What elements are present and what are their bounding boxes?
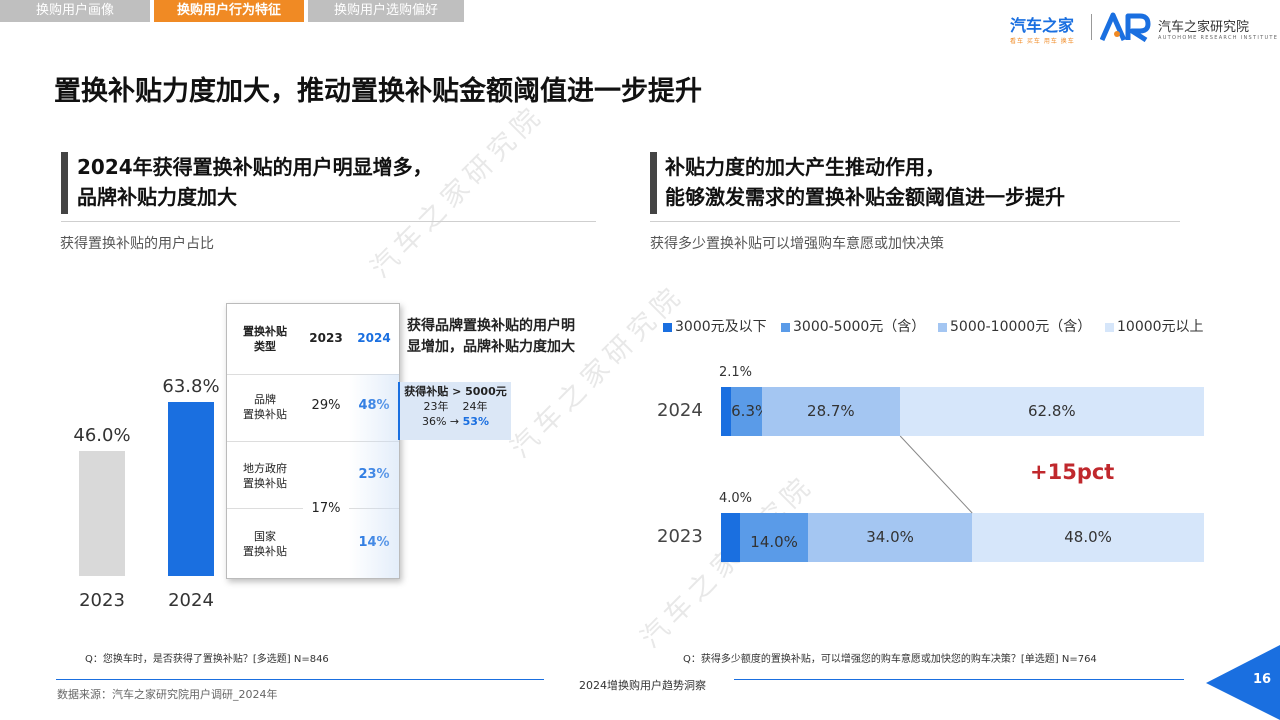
table-header-row: 置换补贴 类型 2023 2024: [227, 304, 399, 375]
insight-line2: 显增加，品牌补贴力度加大: [407, 339, 575, 355]
data-label: 62.8%: [1028, 402, 1076, 420]
table-cell-type: 地方政府 置换补贴: [243, 462, 287, 490]
autohome-logo-text: 汽车之家: [1010, 16, 1075, 35]
bar-segment: [721, 513, 741, 562]
left-question: Q：您换车时，是否获得了置换补贴？[多选题] N=846: [85, 654, 329, 665]
tab-user-preference[interactable]: 换购用户选购偏好: [308, 0, 464, 22]
right-section-title-line2: 能够激发需求的置换补贴金额阈值进一步提升: [665, 185, 1065, 209]
tab-user-behavior[interactable]: 换购用户行为特征: [154, 0, 304, 22]
bar-segment: [972, 513, 1204, 562]
table-header-2023: 2023: [309, 331, 343, 345]
right-question: Q：获得多少额度的置换补贴，可以增强您的购车意愿或加快您的购车决策？[单选题] …: [683, 654, 1097, 665]
footer-center-title: 2024增换购用户趋势洞察: [579, 679, 706, 692]
legend-item: 5000-10000元（含）: [938, 316, 1091, 336]
left-section-marker: [61, 152, 68, 214]
delta-label: +15pct: [1030, 460, 1115, 484]
data-label: 4.0%: [719, 491, 753, 506]
tab-user-profile[interactable]: 换购用户画像: [0, 0, 150, 22]
data-label: 6.3%: [731, 402, 770, 420]
right-section-title: 补贴力度的加大产生推动作用， 能够激发需求的置换补贴金额阈值进一步提升: [665, 152, 1065, 212]
left-section-title-line2: 品牌补贴力度加大: [77, 185, 237, 209]
legend-item: 10000元以上: [1105, 316, 1204, 336]
left-section-title-line1: 2024年获得置换补贴的用户明显增多，: [77, 155, 433, 179]
autohome-logo-sub: 看车 买车 用车 换车: [1010, 38, 1075, 45]
ar-logo-text-block: 汽车之家研究院 AUTOHOME RESEARCH INSTITUTE: [1158, 16, 1278, 41]
bar-2023: [79, 450, 125, 576]
logo-divider: [1091, 14, 1092, 40]
callout-to: 53%: [462, 415, 489, 428]
data-source: 数据来源：汽车之家研究院用户调研_2024年: [57, 688, 278, 701]
page-number: 16: [1253, 672, 1272, 687]
table-cell-type: 国家 置换补贴: [243, 530, 287, 558]
left-section-title: 2024年获得置换补贴的用户明显增多， 品牌补贴力度加大: [77, 152, 433, 212]
y-tick-label: 2023: [657, 526, 703, 547]
legend-swatch: [663, 322, 672, 332]
bar-segment: [731, 387, 762, 436]
table-header-2024: 2024: [357, 331, 391, 345]
right-section-divider: [650, 221, 1180, 222]
callout-box: 获得补贴 > 5000元 23年 24年 36% → 53%: [398, 382, 511, 440]
autohome-logo: 汽车之家 看车 买车 用车 换车: [1010, 12, 1075, 45]
page-number-badge: [1206, 645, 1280, 720]
x-tick-label: 2024: [168, 590, 214, 611]
legend-label: 3000元及以下: [675, 319, 767, 335]
callout-from: 36% →: [421, 415, 460, 428]
bar-segment: [900, 387, 1204, 436]
footer-line-left: [56, 679, 544, 680]
legend-item: 3000元及以下: [663, 316, 767, 336]
table-cell-2023-merged: 17%: [311, 501, 341, 516]
bar-value-label: 63.8%: [162, 376, 220, 398]
legend-label: 10000元以上: [1117, 319, 1204, 335]
data-label: 14.0%: [750, 533, 798, 551]
callout-years: 23年 24年: [423, 400, 488, 413]
table-row-divider: [227, 508, 303, 509]
legend-label: 5000-10000元（含）: [950, 319, 1092, 335]
ar-logo-icon: [1100, 12, 1151, 42]
data-label: 2.1%: [719, 365, 753, 380]
legend-swatch: [1105, 322, 1114, 332]
legend-label: 3000-5000元（含）: [793, 319, 926, 335]
right-section-marker: [650, 152, 657, 214]
bar-segment: [721, 387, 732, 436]
data-label: 28.7%: [807, 402, 855, 420]
bar-value-label: 46.0%: [73, 424, 131, 446]
x-tick-label: 2023: [79, 590, 125, 611]
table-header-type: 置换补贴 类型: [243, 325, 287, 353]
page-title: 置换补贴力度加大，推动置换补贴金额阈值进一步提升: [54, 76, 702, 107]
footer-line-right: [734, 679, 1184, 680]
bar-segment: [761, 387, 901, 436]
left-section-divider: [61, 221, 596, 222]
legend-item: 3000-5000元（含）: [781, 316, 925, 336]
data-label: 48.0%: [1064, 528, 1112, 546]
research-institute-sub: AUTOHOME RESEARCH INSTITUTE: [1158, 35, 1279, 41]
legend-swatch: [781, 322, 790, 332]
table-cell-2023: 29%: [311, 398, 341, 413]
callout-values: 36% → 53%: [400, 414, 511, 429]
connector-line-path: [899, 435, 973, 514]
right-section-title-line1: 补贴力度的加大产生推动作用，: [665, 155, 945, 179]
left-insight-note: 获得品牌置换补贴的用户明 显增加，品牌补贴力度加大: [407, 316, 575, 358]
table-cell-type: 品牌 置换补贴: [243, 393, 287, 421]
callout-title: 获得补贴 > 5000元: [404, 385, 507, 398]
y-tick-label: 2024: [657, 400, 703, 421]
research-institute-name: 汽车之家研究院: [1158, 20, 1250, 35]
bar-segment: [740, 513, 808, 562]
bar-2024: [168, 402, 214, 576]
right-chart-subtitle: 获得多少置换补贴可以增强购车意愿或加快决策: [650, 236, 944, 252]
legend-swatch: [938, 322, 947, 332]
bar-segment: [807, 513, 973, 562]
insight-line1: 获得品牌置换补贴的用户明: [407, 318, 575, 334]
data-label: 34.0%: [866, 528, 914, 546]
left-chart-subtitle: 获得置换补贴的用户占比: [60, 236, 214, 252]
